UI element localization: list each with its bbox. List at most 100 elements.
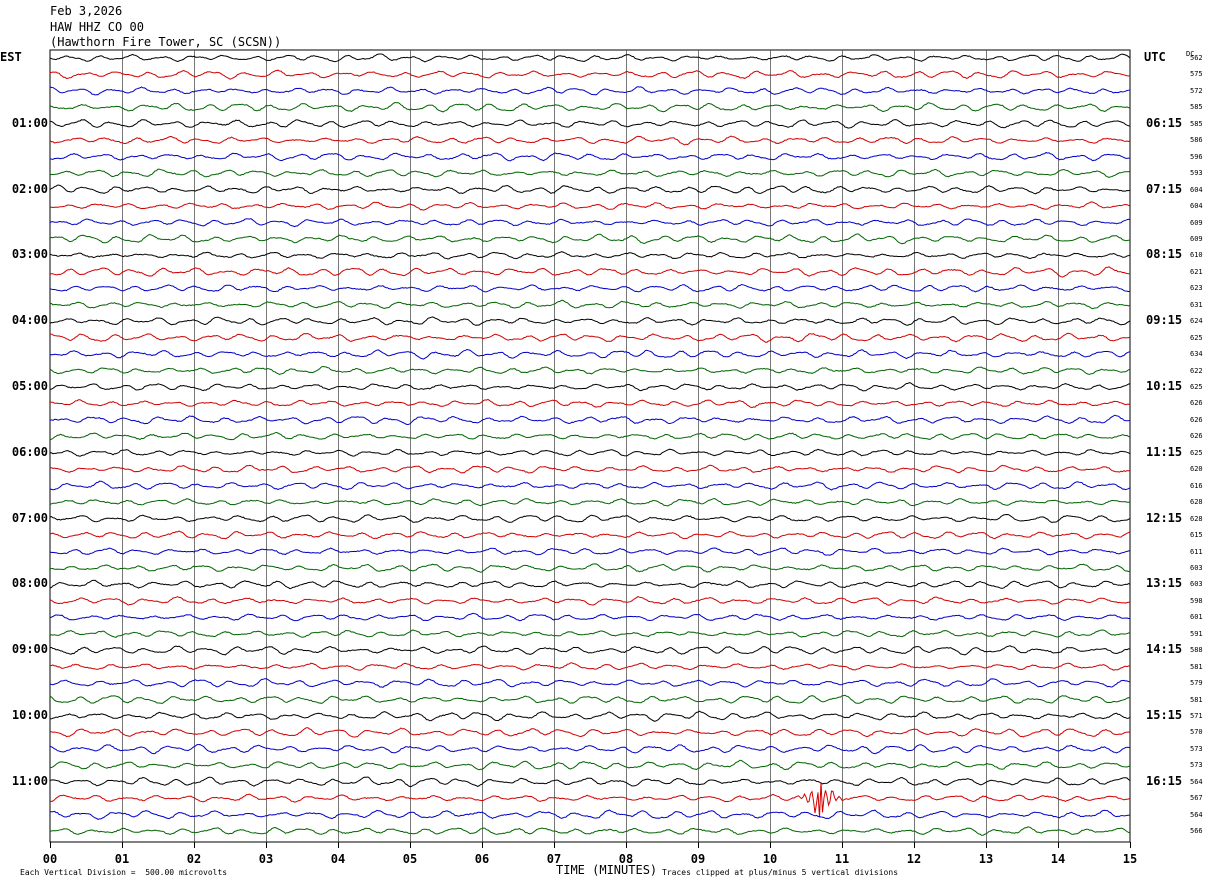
x-tick-label: 13 [978, 852, 994, 866]
utc-label: UTC [1144, 50, 1166, 64]
dc-offset-value: 625 [1190, 333, 1203, 342]
utc-hour-label: 06:15 [1146, 115, 1183, 130]
trace-line-14 [49, 283, 1131, 293]
dc-offset-value: 585 [1190, 119, 1203, 128]
x-tick-label: 08 [618, 852, 634, 866]
dc-offset-value: 626 [1190, 432, 1203, 441]
trace-line-21 [49, 398, 1131, 409]
clip-note: Traces clipped at plus/minus 5 vertical … [662, 868, 899, 877]
trace-line-26 [49, 480, 1131, 491]
trace-line-24 [49, 448, 1131, 457]
utc-hour-label: 14:15 [1146, 642, 1183, 657]
dc-offset-value: 603 [1190, 580, 1203, 589]
est-hour-label: 10:00 [11, 708, 48, 722]
dc-offset-value: 621 [1190, 267, 1203, 276]
trace-line-40 [49, 710, 1131, 722]
dc-offset-value: 610 [1190, 251, 1203, 260]
est-hour-label: 05:00 [11, 379, 48, 393]
plot-frame [49, 49, 1131, 843]
dc-offset-value: 564 [1190, 810, 1203, 819]
x-tick-label: 05 [402, 852, 418, 866]
trace-line-22 [49, 414, 1131, 426]
dc-offset-value: 566 [1190, 827, 1203, 836]
dc-offset-value: 562 [1190, 54, 1203, 62]
trace-line-34 [49, 612, 1130, 622]
utc-hour-label: 08:15 [1146, 247, 1183, 262]
trace-line-9 [49, 201, 1130, 211]
dc-offset-value: 620 [1190, 465, 1203, 474]
dc-offset-value: 603 [1190, 563, 1203, 572]
est-hour-label: 08:00 [11, 576, 48, 591]
dc-offset-value: 575 [1190, 70, 1203, 79]
plot-date: Feb 3,2026 [50, 4, 123, 18]
x-tick-label: 10 [762, 852, 778, 866]
dc-offset-value: 591 [1190, 629, 1203, 638]
x-tick-label: 15 [1122, 852, 1138, 866]
x-tick-label: 02 [186, 852, 202, 866]
dc-offset-value: 624 [1190, 317, 1203, 326]
x-tick-label: 03 [258, 852, 274, 866]
dc-offset-value: 623 [1190, 284, 1203, 293]
dc-offset-value: 581 [1190, 662, 1203, 671]
est-hour-label: 04:00 [11, 313, 48, 328]
trace-line-3 [49, 101, 1131, 113]
trace-line-2 [49, 86, 1131, 96]
dc-offset-value: 616 [1190, 481, 1203, 490]
utc-hour-label: 12:15 [1146, 510, 1183, 525]
dc-offset-value: 598 [1190, 596, 1203, 605]
x-tick-label: 12 [906, 852, 922, 866]
dc-offset-value: 581 [1190, 695, 1203, 704]
x-tick-label: 06 [474, 852, 490, 866]
dc-offset-value: 626 [1190, 415, 1203, 424]
x-tick-label: 01 [114, 852, 130, 866]
est-label: EST [0, 50, 22, 64]
x-tick-label: 07 [546, 852, 562, 866]
trace-line-20 [49, 382, 1131, 392]
trace-line-39 [49, 694, 1131, 705]
dc-offset-value: 615 [1190, 531, 1203, 540]
station-code: HAW HHZ CO 00 [50, 20, 144, 34]
dc-offset-value: 628 [1190, 514, 1203, 523]
est-hour-label: 07:00 [11, 510, 48, 525]
trace-line-29 [49, 530, 1131, 540]
dc-offset-value: 609 [1190, 218, 1203, 227]
trace-line-12 [49, 251, 1131, 260]
trace-line-43 [49, 759, 1131, 771]
trace-line-23 [49, 431, 1131, 441]
trace-line-19 [49, 365, 1131, 376]
dc-offset-value: 593 [1190, 169, 1203, 178]
trace-line-42 [49, 743, 1131, 755]
trace-line-44 [49, 776, 1131, 788]
dc-offset-value: 564 [1190, 777, 1203, 786]
trace-line-13 [49, 266, 1130, 278]
est-hour-label: 06:00 [11, 444, 48, 459]
trace-line-38 [49, 678, 1131, 688]
dc-offset-value: 596 [1190, 152, 1203, 161]
trace-line-46 [49, 809, 1131, 820]
trace-line-7 [49, 168, 1131, 178]
dc-offset-value: 601 [1190, 613, 1203, 622]
trace-line-41 [49, 727, 1131, 738]
trace-line-6 [49, 151, 1130, 162]
utc-hour-label: 15:15 [1146, 708, 1183, 722]
station-location: (Hawthorn Fire Tower, SC (SCSN)) [50, 35, 282, 49]
est-hour-label: 02:00 [11, 181, 48, 196]
trace-line-15 [49, 299, 1131, 310]
trace-line-5 [49, 135, 1131, 146]
dc-offset-value: 631 [1190, 300, 1203, 309]
trace-line-17 [49, 332, 1131, 343]
dc-offset-value: 570 [1190, 728, 1203, 737]
trace-line-27 [49, 497, 1131, 507]
dc-offset-value: 604 [1190, 185, 1203, 194]
dc-offset-value: 567 [1190, 794, 1203, 803]
est-hour-label: 01:00 [11, 115, 48, 130]
dc-offset-value: 586 [1190, 136, 1203, 145]
x-tick-label: 09 [690, 852, 706, 866]
utc-hour-label: 07:15 [1146, 181, 1183, 196]
scale-note: Each Vertical Division = 500.00 microvol… [20, 868, 228, 877]
est-hour-label: 03:00 [11, 247, 48, 262]
trace-line-11 [49, 233, 1131, 245]
trace-line-30 [49, 547, 1131, 556]
utc-hour-label: 09:15 [1146, 313, 1183, 328]
